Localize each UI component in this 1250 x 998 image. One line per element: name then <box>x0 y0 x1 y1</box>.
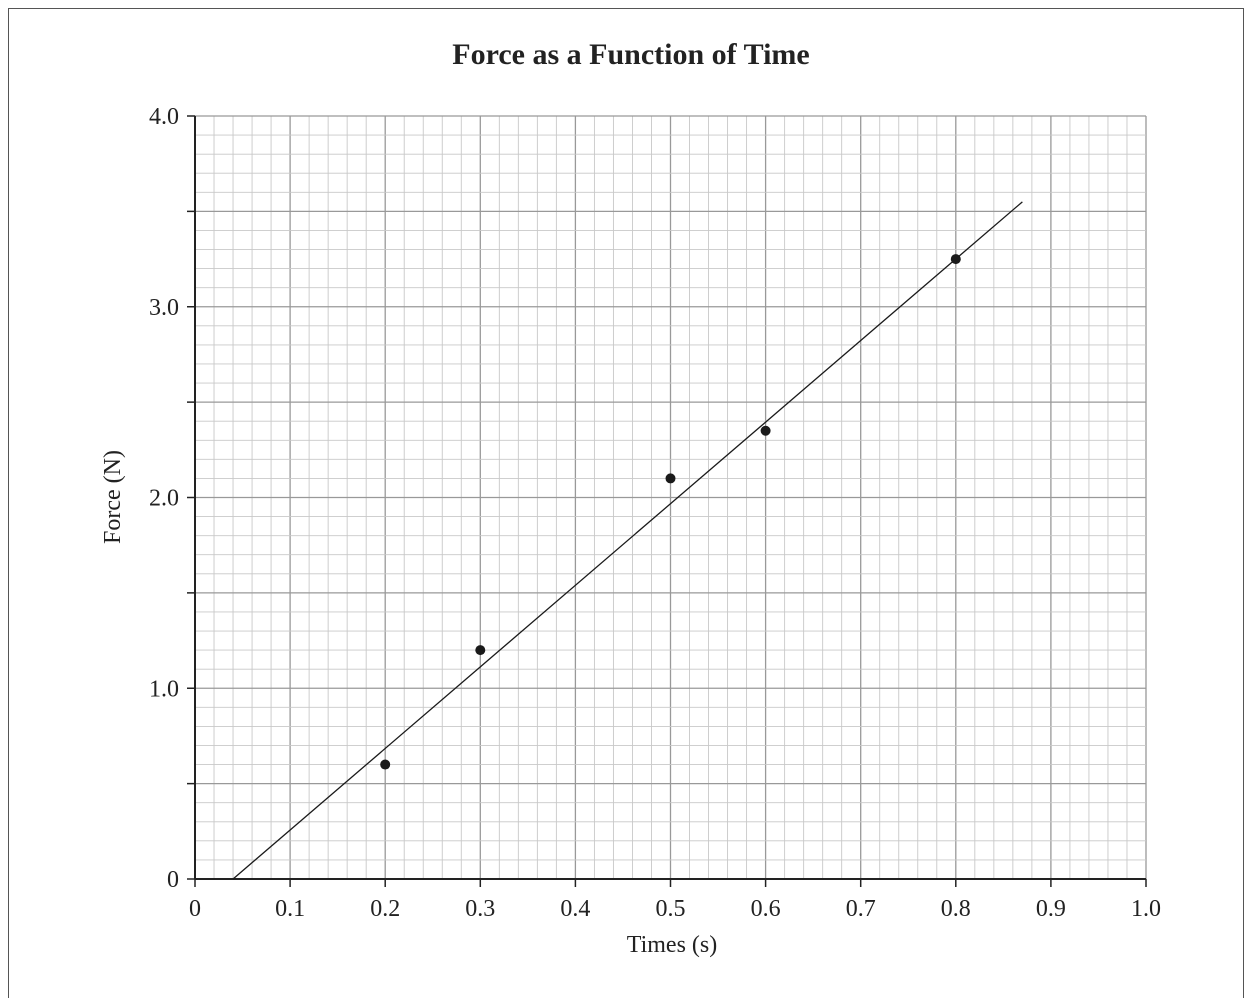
y-tick-label: 3.0 <box>149 295 179 321</box>
x-tick-label: 0.7 <box>846 896 876 922</box>
plot-grid <box>194 115 1147 880</box>
x-tick-label: 0.6 <box>751 896 781 922</box>
chart-frame <box>8 8 1244 998</box>
best-fit-line <box>232 201 1023 880</box>
data-point <box>475 645 486 656</box>
x-tick-label: 0.3 <box>465 896 495 922</box>
y-tick-label: 0 <box>167 867 179 893</box>
y-axis-label: Force (N) <box>100 450 126 544</box>
chart-title: Force as a Function of Time <box>452 38 809 71</box>
best-fit-line-group <box>232 201 1023 880</box>
tick-labels: 0 0.1 0.2 0.3 0.4 0.5 0.6 0.7 0.8 0.9 1.0 0 1.0 2.0 3.… <box>149 104 1161 922</box>
x-tick-label: 0.2 <box>370 896 400 922</box>
data-points <box>380 254 961 770</box>
data-point <box>665 473 676 484</box>
x-tick-label: 0 <box>189 896 201 922</box>
y-tick-label: 4.0 <box>149 104 179 130</box>
x-axis-label: Times (s) <box>627 932 717 958</box>
data-point <box>760 425 771 436</box>
x-tick-label: 0.4 <box>560 896 590 922</box>
x-tick-label: 0.9 <box>1036 896 1066 922</box>
x-tick-label: 0.8 <box>941 896 971 922</box>
x-tick-label: 1.0 <box>1131 896 1161 922</box>
data-point <box>950 254 961 265</box>
y-tick-label: 2.0 <box>149 486 179 512</box>
x-tick-label: 0.1 <box>275 896 305 922</box>
data-point <box>380 759 391 770</box>
x-tick-label: 0.5 <box>656 896 686 922</box>
y-tick-label: 1.0 <box>149 676 179 702</box>
